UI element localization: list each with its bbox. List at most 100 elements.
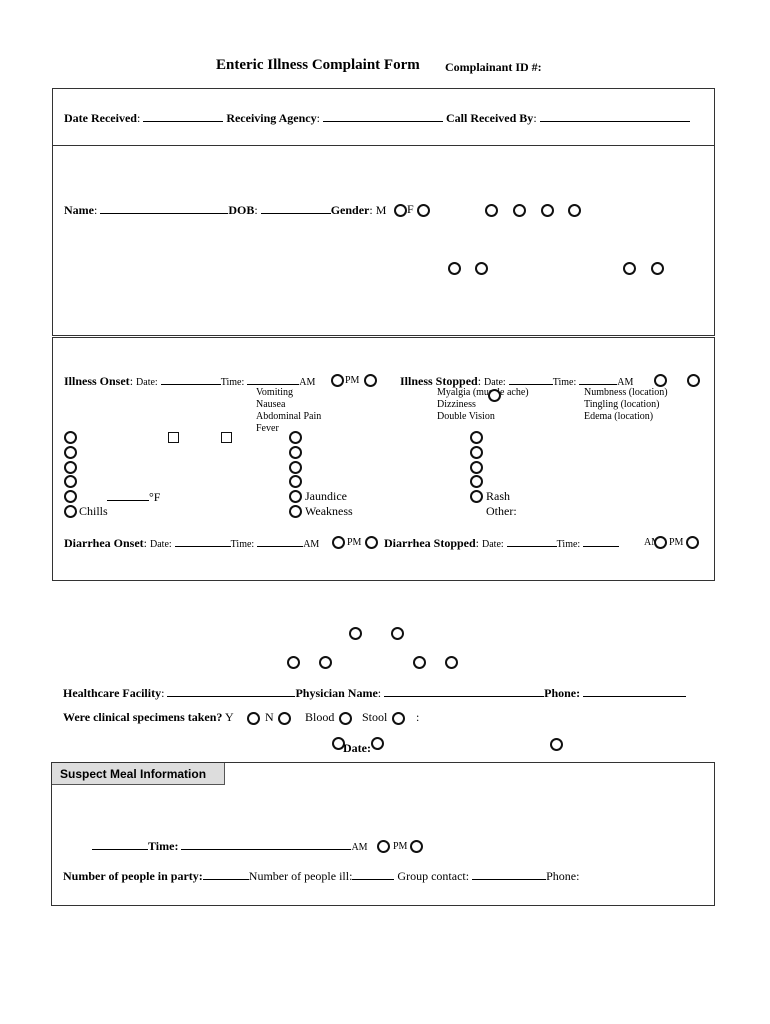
am-label: AM	[351, 842, 368, 853]
radio[interactable]	[470, 446, 483, 459]
radio[interactable]	[470, 475, 483, 488]
radio[interactable]	[289, 431, 302, 444]
meal-date-field[interactable]	[92, 839, 148, 850]
date-received-field[interactable]	[143, 111, 224, 122]
blood-radio[interactable]	[339, 712, 352, 725]
phone-field[interactable]	[583, 686, 687, 697]
radio[interactable]	[349, 627, 362, 640]
chills-radio[interactable]	[64, 505, 77, 518]
stool-radio[interactable]	[392, 712, 405, 725]
diarrhea-onset-label: Diarrhea Onset	[64, 536, 144, 550]
diarrhea-stopped-date-field[interactable]	[506, 536, 557, 547]
radio[interactable]	[488, 389, 501, 402]
specimens-no-radio[interactable]	[278, 712, 291, 725]
receiving-agency-field[interactable]	[322, 111, 443, 122]
checkbox[interactable]	[168, 432, 179, 443]
specimens-yes-radio[interactable]	[247, 712, 260, 725]
radio[interactable]	[513, 204, 526, 217]
onset-time-field[interactable]	[247, 374, 300, 385]
radio[interactable]	[332, 737, 345, 750]
radio[interactable]	[413, 656, 426, 669]
radio[interactable]	[64, 461, 77, 474]
diarrhea-stopped-label: Diarrhea Stopped	[384, 536, 476, 550]
rash-radio[interactable]	[470, 490, 483, 503]
illness-stopped-row: Illness Stopped: Date: Time: AM	[400, 374, 634, 388]
onset-am-radio[interactable]	[331, 374, 344, 387]
meal-pm-radio[interactable]	[410, 840, 423, 853]
no-label: N	[265, 710, 274, 724]
meal-time-field[interactable]	[181, 839, 352, 850]
gender-f-radio[interactable]	[417, 204, 430, 217]
symptom-dizziness: Dizziness	[437, 399, 476, 410]
diarrhea-stopped-pm-radio[interactable]	[686, 536, 699, 549]
weakness-radio[interactable]	[289, 505, 302, 518]
radio[interactable]	[64, 490, 77, 503]
stopped-date-field[interactable]	[508, 374, 553, 385]
person-section	[52, 145, 715, 336]
weakness-label: Weakness	[305, 504, 353, 518]
radio[interactable]	[391, 627, 404, 640]
group-contact-field[interactable]	[472, 869, 547, 880]
meal-am-radio[interactable]	[377, 840, 390, 853]
diarrhea-onset-time-field[interactable]	[257, 536, 304, 547]
radio[interactable]	[623, 262, 636, 275]
radio[interactable]	[445, 656, 458, 669]
onset-date-field[interactable]	[160, 374, 221, 385]
radio[interactable]	[448, 262, 461, 275]
call-received-by-field[interactable]	[539, 111, 690, 122]
receiving-agency-label: Receiving Agency	[226, 111, 317, 125]
stopped-pm-radio[interactable]	[687, 374, 700, 387]
radio[interactable]	[64, 431, 77, 444]
symptom-double-vision: Double Vision	[437, 411, 495, 422]
radio[interactable]	[475, 262, 488, 275]
stopped-am-radio[interactable]	[654, 374, 667, 387]
radio[interactable]	[289, 446, 302, 459]
radio[interactable]	[568, 204, 581, 217]
healthcare-facility-field[interactable]	[167, 686, 296, 697]
gender-m-label: M	[375, 203, 387, 217]
radio[interactable]	[287, 656, 300, 669]
name-field[interactable]	[100, 203, 229, 214]
diarrhea-onset-am-radio[interactable]	[332, 536, 345, 549]
radio[interactable]	[470, 461, 483, 474]
radio[interactable]	[289, 475, 302, 488]
radio[interactable]	[289, 461, 302, 474]
checkbox[interactable]	[221, 432, 232, 443]
physician-name-field[interactable]	[384, 686, 545, 697]
blood-label: Blood	[305, 710, 335, 724]
pm-label: PM	[347, 537, 362, 548]
illness-stopped-label: Illness Stopped	[400, 374, 478, 388]
stopped-time-field[interactable]	[579, 374, 618, 385]
pm-label: PM	[393, 841, 408, 852]
diarrhea-onset-date-field[interactable]	[174, 536, 231, 547]
suspect-meal-tab: Suspect Meal Information	[52, 763, 225, 785]
radio[interactable]	[651, 262, 664, 275]
radio[interactable]	[550, 738, 563, 751]
onset-pm-radio[interactable]	[364, 374, 377, 387]
specimens-row: Were clinical specimens taken? Y	[63, 711, 234, 723]
radio[interactable]	[470, 431, 483, 444]
temperature-field[interactable]	[107, 490, 149, 501]
pm-label: PM	[345, 375, 360, 386]
dob-field[interactable]	[260, 203, 331, 214]
radio[interactable]	[371, 737, 384, 750]
jaundice-radio[interactable]	[289, 490, 302, 503]
party-field[interactable]	[202, 869, 249, 880]
radio[interactable]	[541, 204, 554, 217]
time-label: Time:	[230, 539, 255, 550]
am-label: AM	[299, 377, 316, 388]
meal-phone-label: Phone:	[546, 869, 580, 883]
radio[interactable]	[485, 204, 498, 217]
radio[interactable]	[64, 475, 77, 488]
gender-m-radio[interactable]	[394, 204, 407, 217]
symptom-vomiting: Vomiting	[256, 387, 294, 398]
diarrhea-onset-pm-radio[interactable]	[365, 536, 378, 549]
ill-field[interactable]	[352, 869, 395, 880]
time-label: Time:	[552, 377, 577, 388]
radio[interactable]	[64, 446, 77, 459]
diarrhea-stopped-time-field[interactable]	[583, 536, 620, 547]
radio[interactable]	[319, 656, 332, 669]
meal-time-row: Time: AM	[92, 839, 368, 853]
diarrhea-stopped-am-radio[interactable]	[654, 536, 667, 549]
party-label: Number of people in party:	[63, 869, 203, 883]
